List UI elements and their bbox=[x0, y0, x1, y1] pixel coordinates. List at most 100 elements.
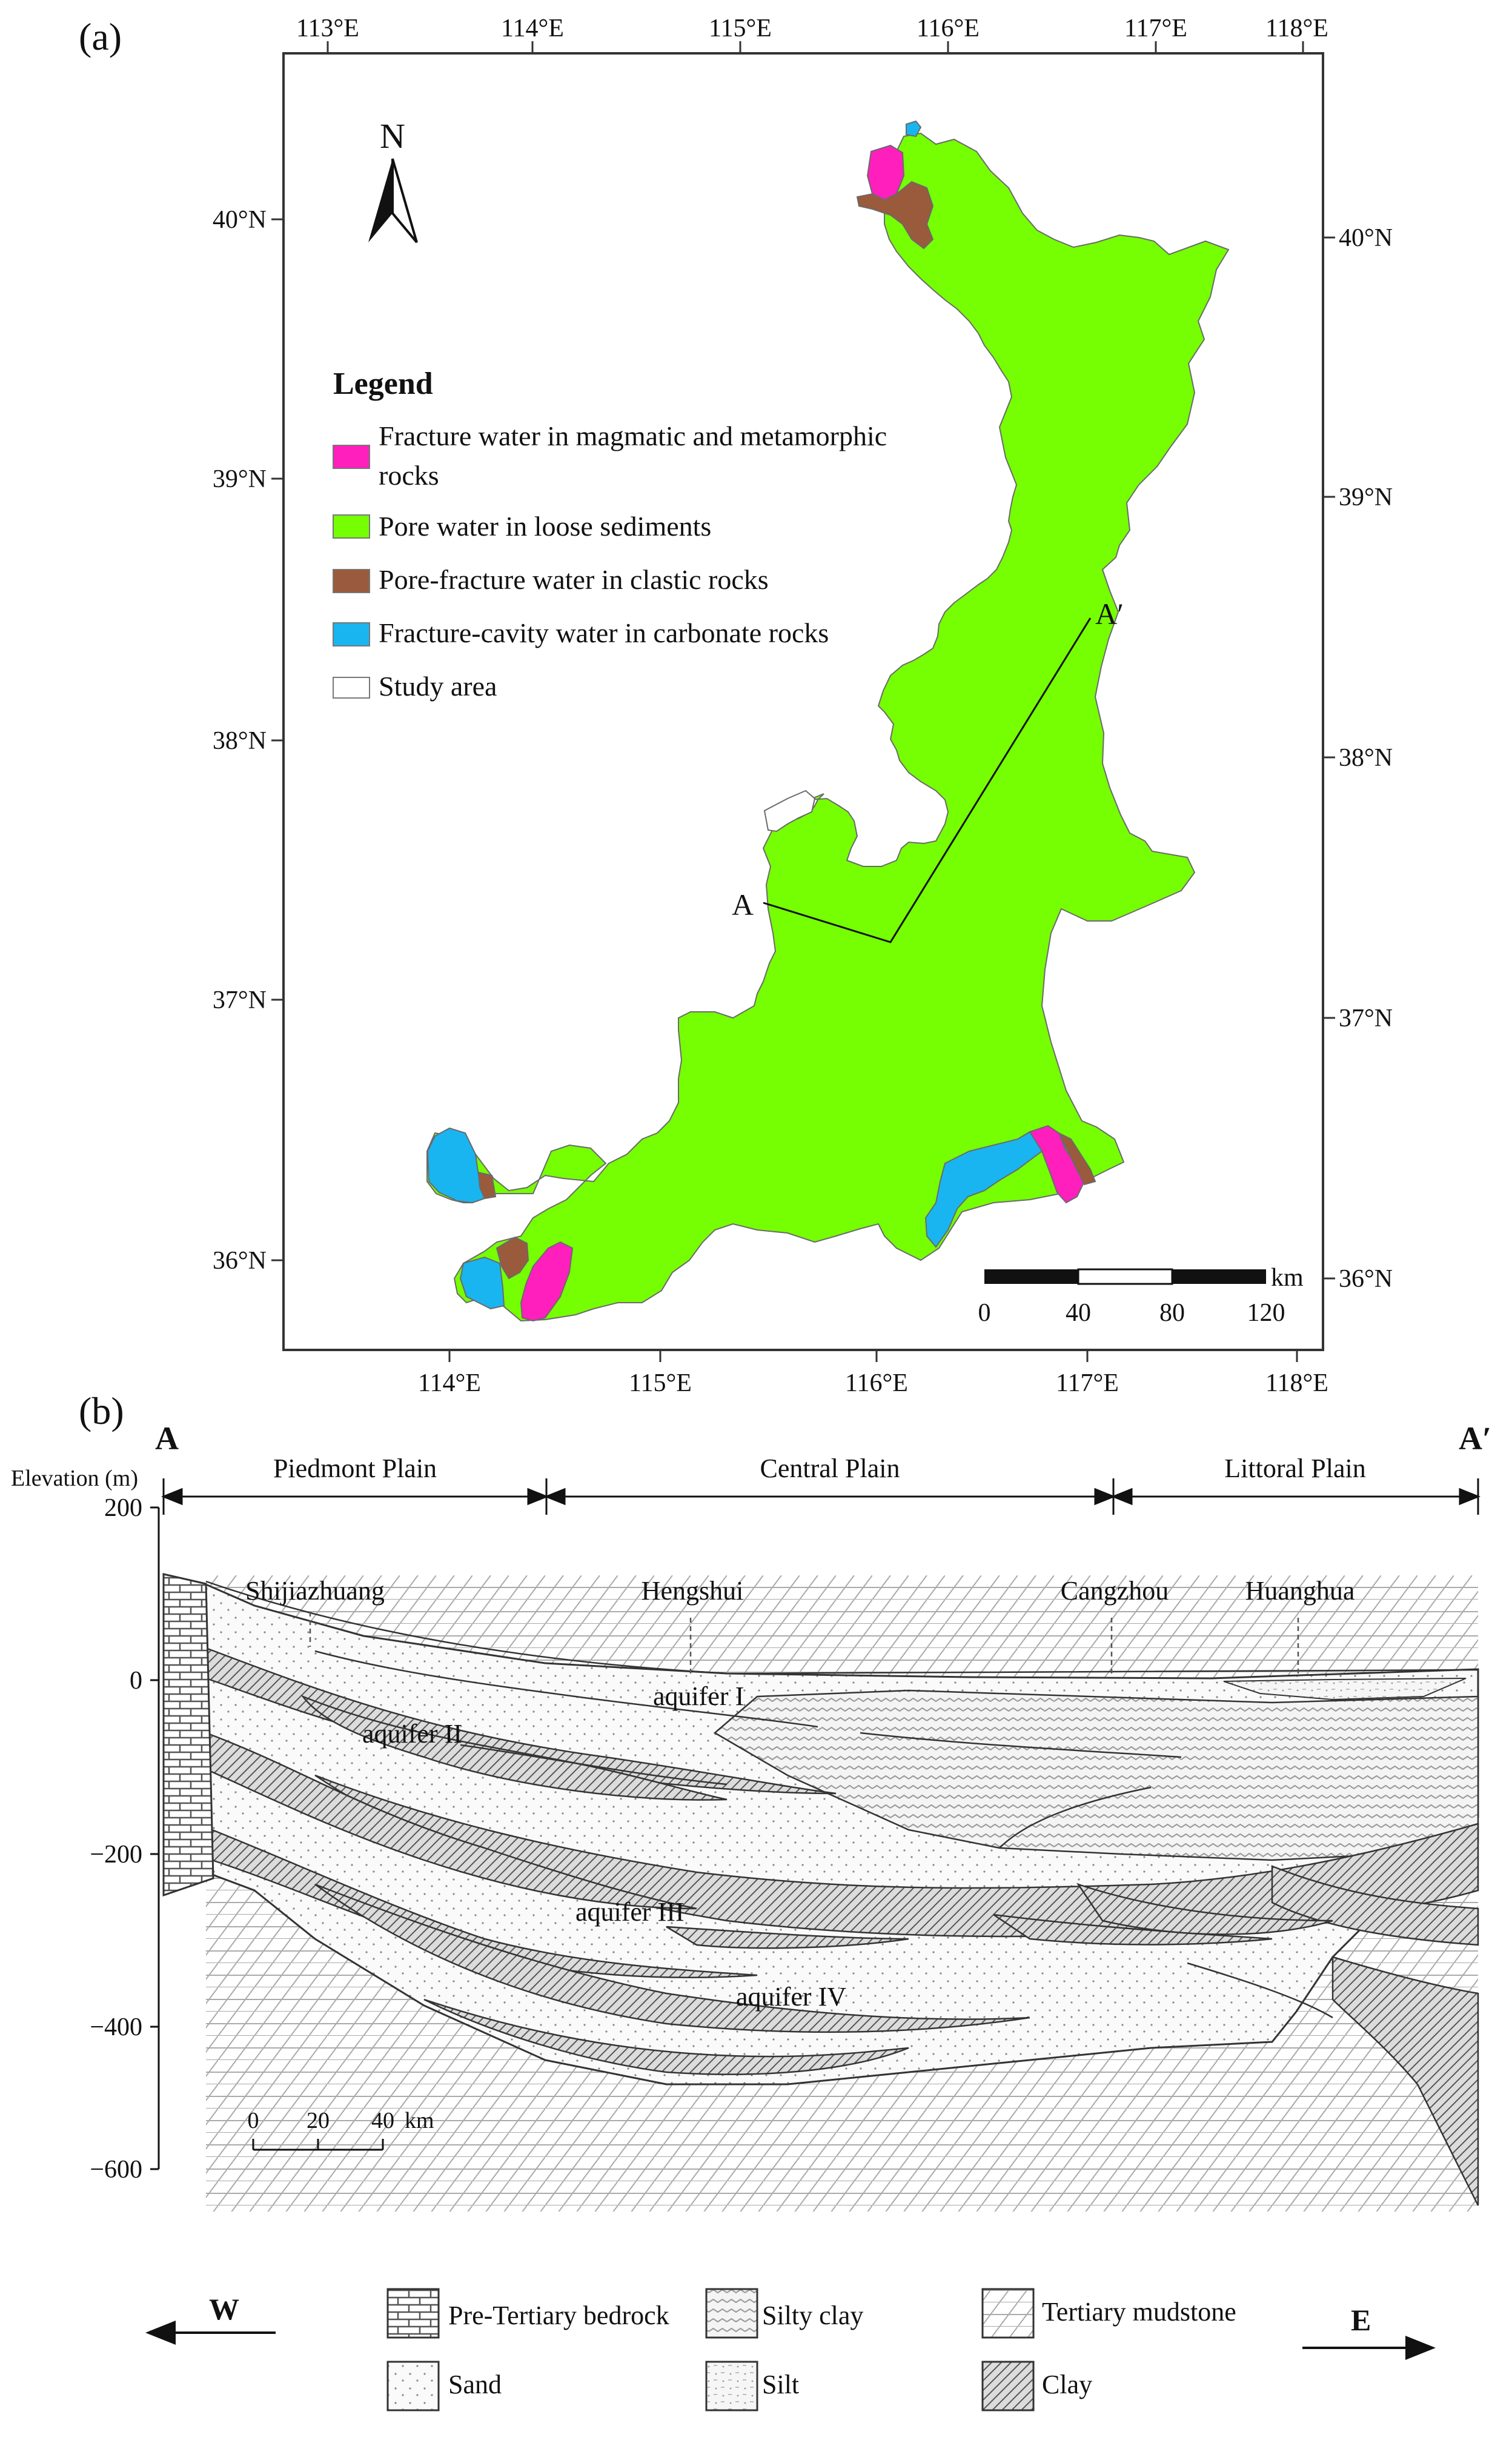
zone-label: Piedmont Plain bbox=[273, 1454, 437, 1483]
swatch-silty-clay bbox=[705, 2288, 758, 2339]
scale-label: 80 bbox=[1159, 1299, 1185, 1327]
section-end-label: A′ bbox=[1095, 597, 1124, 631]
y-axis-label: Elevation (m) bbox=[11, 1466, 138, 1491]
fracture-water-southeast bbox=[1029, 1125, 1086, 1204]
legend-swatch-study-area bbox=[333, 677, 370, 699]
lon-label: 114°E bbox=[418, 1369, 481, 1397]
lat-label: 40°N bbox=[213, 206, 267, 234]
pore-fracture-south-lobe bbox=[496, 1236, 529, 1280]
east-arrow-icon bbox=[1405, 2336, 1436, 2360]
legend-silt: Silt bbox=[762, 2370, 799, 2399]
swatch-sand bbox=[386, 2361, 440, 2411]
lon-label: 117°E bbox=[1124, 15, 1187, 42]
lat-ticks-left bbox=[271, 218, 284, 1261]
lat-label: 36°N bbox=[213, 1247, 267, 1275]
section-b-start: A bbox=[155, 1420, 179, 1457]
y-tick: 0 bbox=[130, 1667, 142, 1695]
lat-label: 38°N bbox=[1339, 744, 1393, 772]
east-label: E bbox=[1351, 2303, 1371, 2337]
map-scale-bar: km 0 40 80 120 bbox=[978, 1264, 1304, 1327]
section-scale-label: 0 bbox=[248, 2108, 259, 2133]
lat-label: 39°N bbox=[1339, 484, 1393, 511]
west-label: W bbox=[209, 2292, 239, 2326]
carbonate-southeast bbox=[924, 1131, 1043, 1248]
legend-label-carbonate: Fracture-cavity water in carbonate rocks bbox=[379, 617, 829, 648]
pore-fracture-north bbox=[856, 181, 934, 250]
y-tick: −400 bbox=[90, 2013, 142, 2041]
scale-label: 0 bbox=[978, 1299, 991, 1327]
section-scale-label: 40 bbox=[371, 2108, 394, 2133]
legend-silty-clay: Silty clay bbox=[762, 2301, 863, 2330]
map-frame bbox=[282, 52, 1324, 1351]
cross-section bbox=[162, 1573, 1479, 2212]
zone-label: Central Plain bbox=[760, 1454, 900, 1483]
swatch-bedrock bbox=[386, 2288, 440, 2339]
aquifer-label: aquifer III bbox=[575, 1897, 685, 1927]
legend-sand: Sand bbox=[448, 2370, 502, 2399]
scale-label: 120 bbox=[1247, 1299, 1285, 1327]
map-legend: Legend Fracture water in magmatic and me… bbox=[333, 367, 887, 702]
study-area-map bbox=[426, 120, 1230, 1322]
lat-label: 40°N bbox=[1339, 224, 1393, 252]
cross-section-line: A A′ bbox=[732, 597, 1124, 943]
pore-water-region bbox=[426, 132, 1230, 1322]
carbonate-south-lobe bbox=[459, 1256, 505, 1310]
carbonate-west-lobe bbox=[426, 1127, 486, 1204]
lon-label: 116°E bbox=[917, 15, 980, 42]
aquifer-label: aquifer II bbox=[362, 1719, 462, 1749]
scale-unit: km bbox=[1271, 1264, 1304, 1292]
legend-swatch-fracture bbox=[333, 445, 370, 469]
legend-label-pore: Pore water in loose sediments bbox=[379, 511, 711, 542]
fracture-water-south-lobe bbox=[520, 1241, 574, 1322]
city-markers bbox=[309, 1612, 1299, 1677]
legend-label-fracture-2: rocks bbox=[379, 460, 439, 491]
panel-a-label: (a) bbox=[79, 15, 122, 58]
lon-ticks-bottom bbox=[448, 1350, 1298, 1362]
section-scale-unit: km bbox=[405, 2108, 434, 2133]
city-label: Hengshui bbox=[642, 1576, 744, 1606]
legend-swatch-carbonate bbox=[333, 622, 370, 646]
lon-label: 113°E bbox=[296, 15, 359, 42]
y-tick: −600 bbox=[90, 2156, 142, 2184]
lon-labels-bottom: 114°E 115°E 116°E 117°E 118°E bbox=[418, 1369, 1328, 1397]
scale-label: 40 bbox=[1066, 1299, 1091, 1327]
lon-label: 115°E bbox=[709, 15, 772, 42]
legend-bedrock: Pre-Tertiary bedrock bbox=[448, 2301, 669, 2330]
pore-fracture-southeast bbox=[1057, 1131, 1096, 1186]
lon-label: 115°E bbox=[629, 1369, 692, 1397]
legend-swatch-pore bbox=[333, 514, 370, 539]
swatch-clay bbox=[981, 2361, 1035, 2411]
y-axis bbox=[150, 1506, 160, 2170]
lon-label: 116°E bbox=[845, 1369, 908, 1397]
city-label: Cangzhou bbox=[1061, 1576, 1169, 1606]
section-scale-label: 20 bbox=[307, 2108, 330, 2133]
lon-label: 114°E bbox=[501, 15, 564, 42]
legend-label-study-area: Study area bbox=[379, 671, 497, 702]
lat-labels-right: 40°N 39°N 38°N 37°N 36°N bbox=[1339, 224, 1393, 1293]
west-arrow-icon bbox=[145, 2321, 176, 2345]
y-tick: 200 bbox=[104, 1494, 142, 1522]
north-label: N bbox=[380, 116, 405, 156]
lon-ticks-top bbox=[327, 41, 1304, 53]
section-scale-bar: 0 20 40 km bbox=[248, 2108, 434, 2151]
lon-label: 118°E bbox=[1265, 1369, 1328, 1397]
city-label: Shijiazhuang bbox=[245, 1576, 385, 1606]
lat-label: 37°N bbox=[213, 986, 267, 1014]
lon-label: 117°E bbox=[1056, 1369, 1119, 1397]
section-b-end: A′ bbox=[1459, 1420, 1491, 1457]
legend-label-pore-fracture: Pore-fracture water in clastic rocks bbox=[379, 564, 769, 595]
lon-label: 118°E bbox=[1265, 15, 1328, 42]
y-tick: −200 bbox=[90, 1841, 142, 1869]
lat-ticks-right bbox=[1323, 236, 1335, 1280]
carbonate-north bbox=[906, 120, 922, 138]
city-label: Huanghua bbox=[1245, 1576, 1355, 1606]
zone-arrows bbox=[161, 1478, 1481, 1515]
legend-label-fracture: Fracture water in magmatic and metamorph… bbox=[379, 420, 887, 451]
north-arrow-icon: N bbox=[368, 116, 418, 244]
pore-fracture-west-lobe bbox=[477, 1171, 497, 1200]
section-start-label: A bbox=[732, 888, 754, 922]
lat-label: 38°N bbox=[213, 727, 267, 755]
lat-label: 37°N bbox=[1339, 1005, 1393, 1032]
legend-mudstone: Tertiary mudstone bbox=[1042, 2297, 1236, 2327]
